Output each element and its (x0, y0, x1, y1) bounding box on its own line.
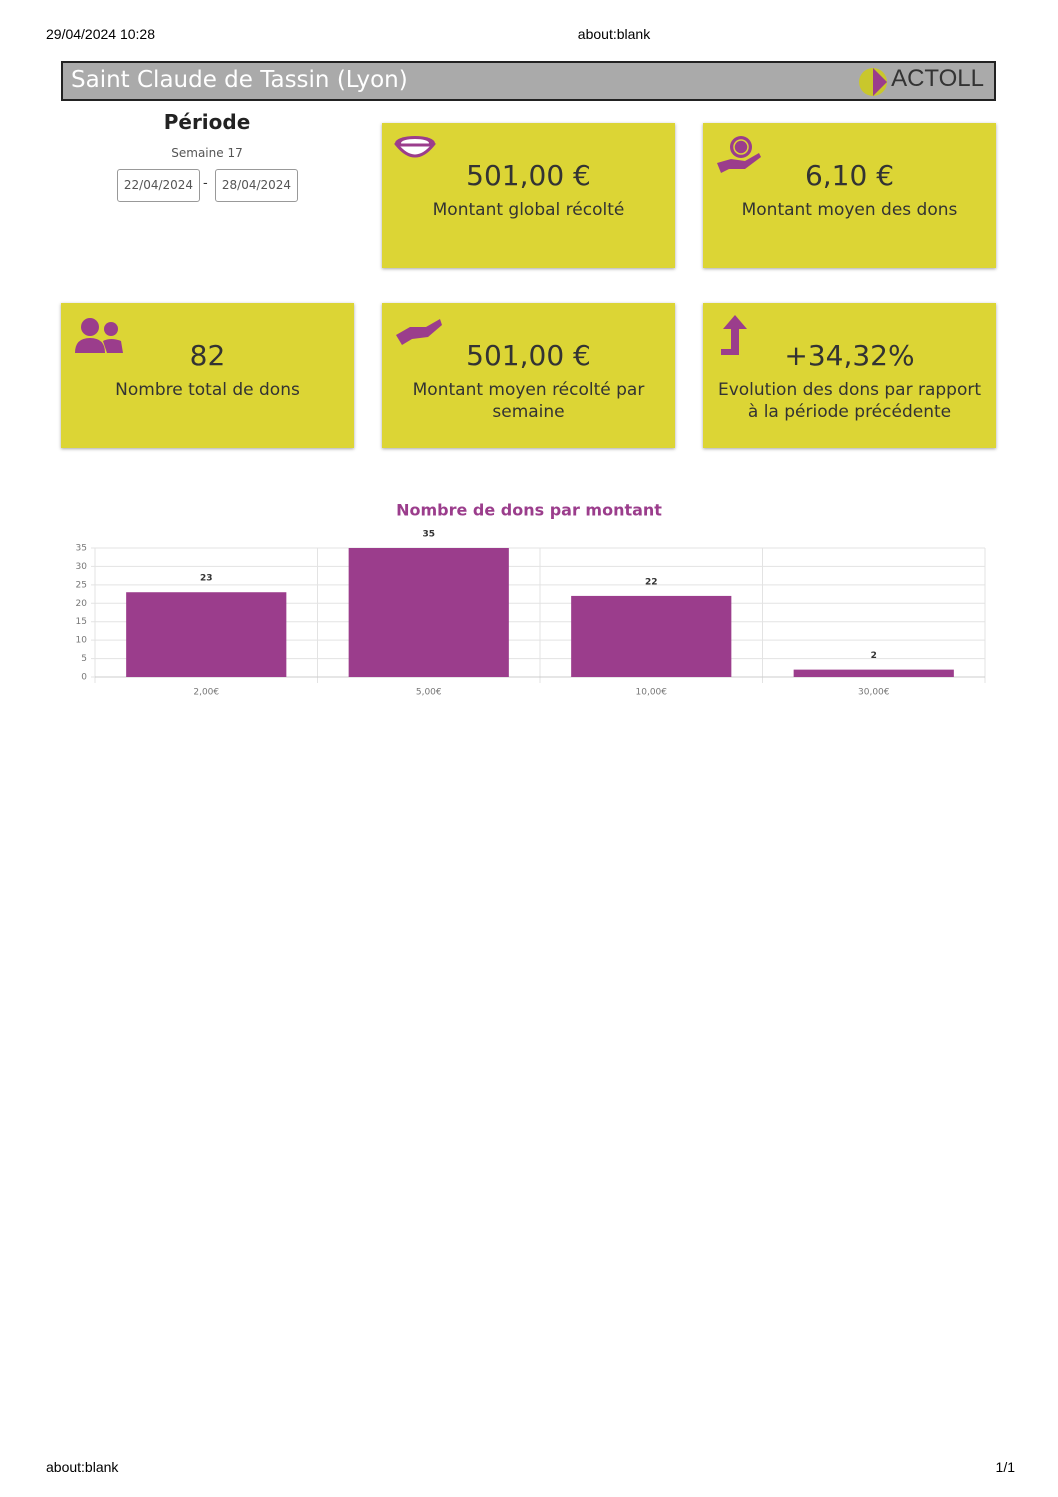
end-date-input[interactable]: 28/04/2024 (215, 169, 298, 202)
coin-hand-icon (717, 136, 761, 173)
site-title: Saint Claude de Tassin (Lyon) (71, 67, 408, 93)
basket-icon (394, 136, 437, 158)
bar (126, 592, 287, 677)
arrow-up-icon (721, 315, 747, 355)
stat-label: Montant global récolté (432, 200, 625, 220)
x-tick-label: 30,00€ (858, 688, 890, 698)
y-tick-label: 20 (76, 599, 88, 609)
stat-label: Montant moyen des dons (741, 200, 958, 220)
x-tick-label: 10,00€ (636, 688, 668, 698)
bar (793, 669, 954, 677)
bar (348, 548, 509, 677)
y-tick-label: 5 (81, 654, 87, 664)
stat-label: Evolution des dons par rapport à la péri… (717, 380, 982, 422)
y-tick-label: 10 (76, 636, 88, 646)
stat-card: 501,00 € Montant global récolté (382, 123, 675, 268)
users-icon (75, 318, 123, 353)
value-label: 23 (200, 574, 213, 584)
logo: ACTOLL (891, 65, 984, 92)
value-label: 22 (645, 577, 658, 587)
date-separator: - (203, 176, 208, 191)
y-tick-label: 15 (76, 617, 87, 627)
value-label: 2 (871, 651, 877, 661)
x-tick-label: 2,00€ (193, 688, 219, 698)
print-datetime: 29/04/2024 10:28 (46, 26, 155, 42)
y-tick-label: 0 (81, 673, 87, 683)
bar (571, 595, 732, 677)
print-url: about:blank (577, 26, 651, 42)
stat-card: +34,32% Evolution des dons par rapport à… (703, 303, 996, 448)
stat-value: 501,00 € (466, 339, 591, 372)
print-footer-url: about:blank (46, 1459, 119, 1475)
y-tick-label: 25 (76, 580, 87, 590)
stat-card: 82 Nombre total de dons (61, 303, 354, 448)
start-date-input[interactable]: 22/04/2024 (117, 169, 200, 202)
stat-value: +34,32% (784, 339, 915, 372)
chart-title: Nombre de dons par montant (396, 501, 662, 520)
x-tick-label: 5,00€ (416, 688, 442, 698)
giving-hand-icon (396, 319, 442, 345)
title-bar: Saint Claude de Tassin (Lyon) ACTOLL (61, 61, 996, 101)
period-title: Période (163, 110, 251, 134)
stat-label: Nombre total de dons (115, 380, 300, 400)
print-page-number: 1/1 (995, 1459, 1015, 1475)
stat-card: 501,00 € Montant moyen récolté par semai… (382, 303, 675, 448)
chart: Nombre de dons par montant 0 5 10 15 20 25 30 3… (76, 501, 986, 698)
stat-label: Montant moyen récolté par semaine (412, 380, 645, 422)
logo-icon (859, 68, 887, 96)
y-tick-label: 30 (76, 562, 88, 572)
value-label: 35 (422, 530, 435, 540)
stat-value: 501,00 € (466, 159, 591, 192)
stat-value: 82 (189, 339, 226, 372)
y-tick-label: 35 (76, 544, 87, 554)
week-label: Semaine 17 (171, 146, 243, 160)
stat-value: 6,10 € (804, 159, 895, 192)
stat-card: 6,10 € Montant moyen des dons (703, 123, 996, 268)
